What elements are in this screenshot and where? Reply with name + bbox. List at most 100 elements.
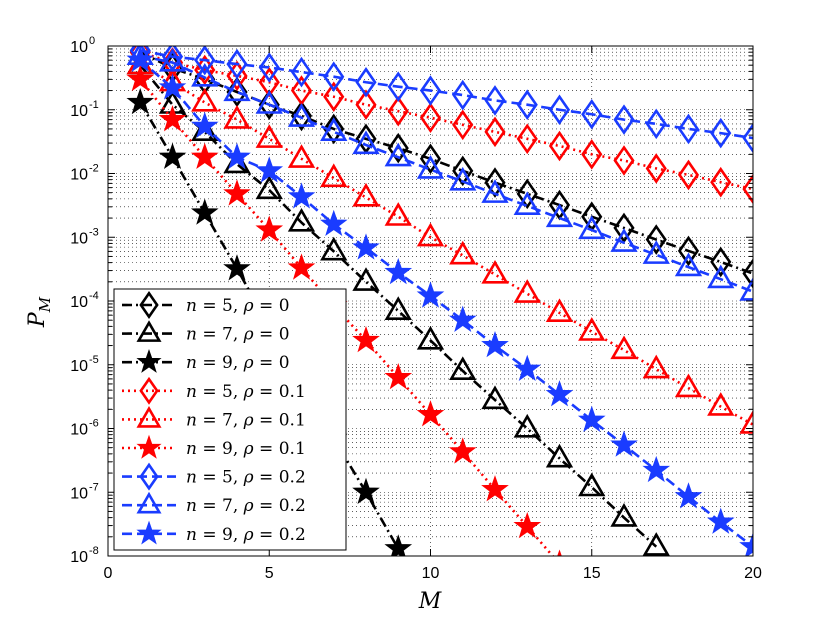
triangle-marker (255, 175, 283, 200)
triangle-marker (578, 215, 606, 240)
triangle-marker (545, 298, 574, 323)
star-marker (126, 64, 155, 92)
triangle-marker (707, 392, 735, 416)
series-diamond-000000 (129, 46, 753, 289)
diamond-marker (258, 89, 280, 120)
triangle-marker (136, 405, 162, 428)
triangle-marker (545, 443, 574, 468)
triangle-marker (642, 240, 670, 264)
x-tick-label: 5 (265, 565, 274, 582)
triangle-marker (223, 105, 251, 129)
diamond-marker (226, 48, 248, 80)
legend-entry: n = 7, ρ = 0.1 (122, 405, 306, 430)
triangle-marker (416, 325, 445, 350)
y-tick-exponent: -3 (89, 226, 99, 238)
y-axis-title: PM (25, 296, 54, 328)
star-marker (136, 520, 162, 545)
triangle-marker (449, 356, 477, 381)
star-marker (416, 281, 445, 308)
legend-entry: n = 9, ρ = 0 (122, 348, 290, 373)
triangle-marker (416, 155, 445, 179)
diamond-marker (484, 85, 506, 116)
triangle-marker (707, 264, 735, 289)
star-marker (352, 233, 380, 260)
axis-ticks (107, 46, 754, 557)
diamond-marker (548, 94, 571, 126)
y-tick-label: 10 (70, 103, 88, 120)
diamond-marker (484, 116, 506, 148)
star-marker (674, 482, 703, 509)
star-marker (384, 257, 413, 285)
y-tick-label: 10 (70, 358, 88, 375)
legend-entry: n = 5, ρ = 0.2 (122, 462, 306, 491)
star-marker (158, 73, 187, 100)
triangle-marker (191, 87, 219, 112)
triangle-marker (481, 179, 509, 203)
triangle-marker (191, 62, 219, 87)
diamond-marker (645, 224, 667, 255)
x-tick-label: 10 (422, 565, 440, 582)
y-tick-exponent: -1 (89, 99, 99, 111)
x-axis-title: M (418, 589, 442, 614)
diamond-marker (516, 123, 538, 155)
diamond-marker (645, 153, 667, 184)
star-marker (352, 477, 380, 505)
triangle-marker (136, 491, 162, 514)
star-marker (557, 549, 562, 556)
star-marker (319, 209, 348, 236)
legend-label: n = 5, ρ = 0 (186, 296, 290, 316)
y-tick-label: 10 (70, 230, 88, 247)
diamond-marker (452, 109, 474, 141)
diamond-marker (355, 89, 377, 120)
diamond-marker (645, 108, 667, 140)
diamond-marker (226, 76, 248, 108)
star-marker (126, 46, 155, 72)
triangle-marker (255, 90, 283, 114)
triangle-marker (513, 413, 541, 438)
star-marker (577, 405, 606, 432)
diamond-marker (419, 143, 442, 175)
star-marker (287, 182, 316, 209)
legend-label: n = 7, ρ = 0.2 (186, 496, 306, 516)
star-marker (416, 400, 445, 427)
star-marker (190, 111, 219, 139)
y-tick-label: 10 (70, 167, 88, 184)
series-line (139, 51, 753, 275)
triangle-marker (223, 77, 251, 102)
series-line (139, 50, 753, 191)
triangle-marker (136, 320, 162, 342)
diamond-marker (452, 155, 474, 187)
triangle-marker (449, 240, 477, 265)
y-tick-exponent: -8 (89, 545, 99, 557)
star-marker (642, 455, 671, 483)
legend-entry: n = 5, ρ = 0 (122, 291, 290, 319)
triangle-marker (287, 103, 316, 127)
star-marker (481, 331, 509, 358)
diamond-marker (355, 66, 377, 98)
star-marker (706, 507, 735, 534)
legend-label: n = 9, ρ = 0.1 (186, 439, 306, 459)
diamond-marker (710, 246, 732, 278)
diamond-marker (613, 145, 635, 176)
triangle-marker (352, 130, 380, 155)
star-marker (255, 156, 284, 183)
diamond-marker (323, 113, 345, 145)
star-marker (352, 325, 380, 353)
diamond-marker (710, 166, 732, 198)
x-tick-label: 0 (104, 565, 113, 582)
star-marker (190, 198, 219, 225)
legend-label: n = 7, ρ = 0 (186, 325, 290, 345)
diamond-marker (742, 122, 753, 154)
star-marker (223, 179, 251, 206)
triangle-marker (674, 252, 703, 277)
legend-entry: n = 7, ρ = 0.2 (122, 491, 306, 516)
legend-entry: n = 9, ρ = 0.1 (122, 434, 306, 459)
diamond-marker (258, 52, 280, 83)
star-marker (448, 305, 477, 332)
diamond-marker (226, 60, 248, 92)
triangle-marker (384, 142, 412, 167)
series-triangle-1a3cff (126, 46, 753, 301)
legend-entry: n = 5, ρ = 0.1 (122, 376, 306, 405)
triangle-marker (481, 259, 509, 284)
star-marker (739, 532, 753, 556)
